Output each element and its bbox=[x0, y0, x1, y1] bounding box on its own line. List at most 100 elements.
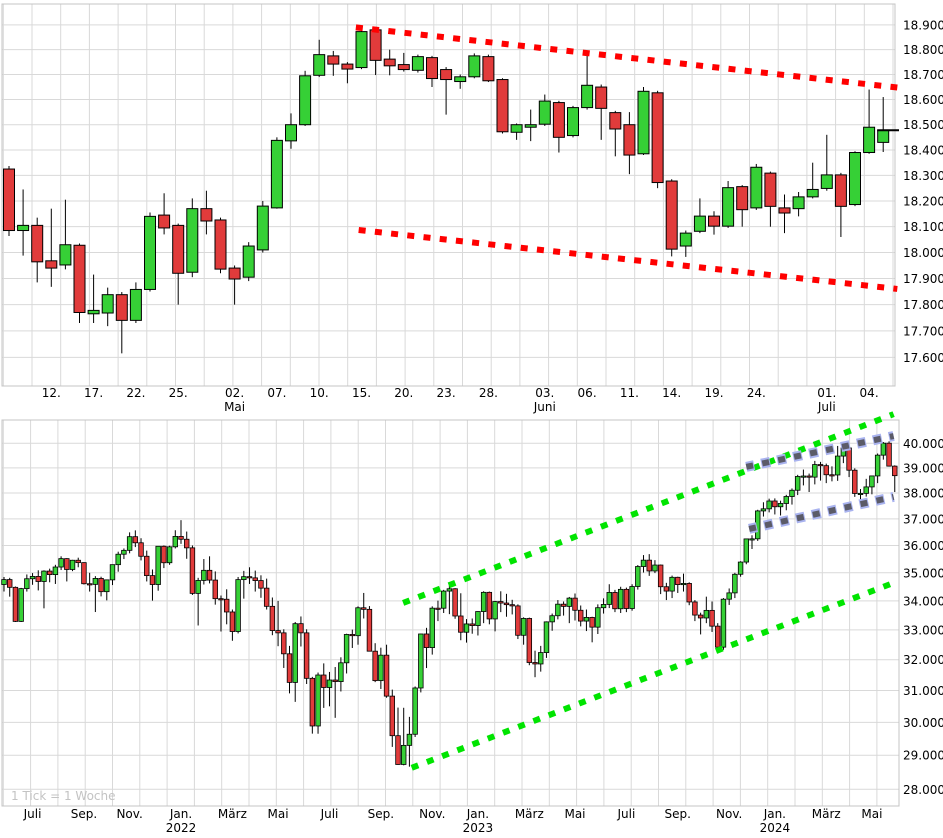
svg-text:März: März bbox=[218, 807, 247, 821]
candle-body bbox=[777, 503, 784, 508]
candle-body bbox=[440, 590, 447, 609]
candle-body bbox=[389, 695, 395, 737]
candle-body bbox=[429, 607, 435, 648]
candle-body bbox=[715, 625, 721, 648]
candle-body bbox=[58, 558, 64, 568]
candle-body bbox=[292, 623, 298, 683]
candle-body bbox=[863, 126, 876, 154]
svg-text:38.000: 38.000 bbox=[903, 487, 943, 501]
trendlines bbox=[402, 411, 895, 771]
candle-body bbox=[309, 677, 316, 727]
svg-text:12.: 12. bbox=[42, 386, 61, 400]
candle-body bbox=[229, 611, 236, 632]
candle-body bbox=[81, 562, 87, 585]
candle-body bbox=[418, 633, 424, 689]
candle-body bbox=[45, 260, 58, 269]
candle-body bbox=[52, 566, 59, 576]
svg-text:März: März bbox=[515, 807, 544, 821]
candle-body bbox=[286, 653, 293, 683]
candle-body bbox=[567, 107, 579, 137]
candle-body bbox=[138, 542, 144, 557]
candle-body bbox=[663, 586, 670, 592]
svg-text:Mai: Mai bbox=[564, 807, 585, 821]
candle-body bbox=[820, 174, 833, 189]
plot-border bbox=[1, 3, 896, 387]
svg-text:35.000: 35.000 bbox=[903, 566, 943, 580]
candle-body bbox=[834, 174, 847, 207]
candle-body bbox=[852, 469, 858, 494]
candle-body bbox=[498, 601, 504, 604]
svg-text:17.: 17. bbox=[84, 386, 103, 400]
candle-body bbox=[184, 538, 190, 549]
candle-body bbox=[595, 86, 608, 109]
candle-body bbox=[1, 579, 7, 585]
svg-text:07.: 07. bbox=[267, 386, 286, 400]
svg-text:Juli: Juli bbox=[320, 807, 339, 821]
svg-text:Mai: Mai bbox=[268, 807, 289, 821]
candle-body bbox=[538, 100, 551, 125]
upper-daily-candlestick-chart: 18.900 18.800 18.700 18.600 18.500 18.400 18.3… bbox=[1, 3, 943, 414]
svg-text:19.: 19. bbox=[704, 386, 723, 400]
candle-body bbox=[269, 605, 276, 631]
svg-text:40.000: 40.000 bbox=[903, 437, 943, 451]
candle-body bbox=[675, 576, 681, 585]
svg-text:29.000: 29.000 bbox=[903, 749, 943, 763]
candle-body bbox=[64, 558, 70, 570]
candle-body bbox=[726, 592, 732, 600]
candle-body bbox=[760, 508, 767, 512]
candle-body bbox=[275, 630, 281, 634]
candle-body bbox=[270, 139, 283, 209]
candle-body bbox=[383, 58, 396, 67]
svg-text:Jan.: Jan. bbox=[466, 807, 489, 821]
svg-text:18.700: 18.700 bbox=[903, 68, 943, 82]
candle-body bbox=[794, 476, 801, 491]
svg-text:Nov.: Nov. bbox=[716, 807, 742, 821]
candles bbox=[1, 441, 898, 767]
candle-body bbox=[155, 545, 161, 585]
svg-text:17.900: 17.900 bbox=[903, 272, 943, 286]
candle-body bbox=[86, 583, 93, 586]
candle-body bbox=[17, 224, 30, 232]
svg-text:Mai: Mai bbox=[861, 807, 882, 821]
candle-body bbox=[395, 735, 401, 765]
svg-text:Sep.: Sep. bbox=[368, 807, 394, 821]
candle-body bbox=[669, 576, 675, 592]
candle-body bbox=[242, 245, 255, 278]
svg-text:28.: 28. bbox=[479, 386, 498, 400]
candle-body bbox=[543, 621, 550, 653]
candle-body bbox=[452, 588, 458, 617]
svg-text:Juli: Juli bbox=[817, 400, 836, 414]
candle-body bbox=[749, 538, 755, 541]
svg-text:37.000: 37.000 bbox=[903, 512, 943, 526]
candle-body bbox=[578, 609, 584, 622]
candle-body bbox=[720, 598, 727, 648]
candle-body bbox=[829, 474, 835, 477]
y-axis-labels: 40.000 39.000 38.000 37.000 36.000 35.000 34.0… bbox=[903, 437, 943, 797]
candle-body bbox=[321, 674, 327, 688]
svg-text:Nov.: Nov. bbox=[116, 807, 142, 821]
candle-body bbox=[378, 654, 384, 682]
candle-body bbox=[583, 617, 590, 622]
candle-body bbox=[846, 447, 852, 471]
candle-body bbox=[863, 486, 869, 494]
candle-body bbox=[482, 56, 495, 82]
candle-body bbox=[212, 579, 218, 600]
candle-body bbox=[426, 57, 438, 80]
candle-body bbox=[651, 92, 664, 184]
candle-body bbox=[874, 454, 881, 477]
svg-text:30.000: 30.000 bbox=[903, 716, 943, 730]
candle-body bbox=[778, 207, 791, 214]
candle-body bbox=[520, 618, 527, 636]
candle-body bbox=[186, 208, 199, 273]
svg-text:06.: 06. bbox=[578, 386, 597, 400]
candle-body bbox=[440, 69, 453, 81]
candle-body bbox=[397, 64, 410, 71]
candle-body bbox=[617, 588, 624, 610]
svg-text:2023: 2023 bbox=[463, 821, 494, 835]
candle-body bbox=[24, 578, 30, 590]
candle-body bbox=[635, 566, 641, 587]
candle-body bbox=[646, 559, 652, 572]
candle-body bbox=[880, 442, 887, 456]
svg-text:36.000: 36.000 bbox=[903, 539, 943, 553]
